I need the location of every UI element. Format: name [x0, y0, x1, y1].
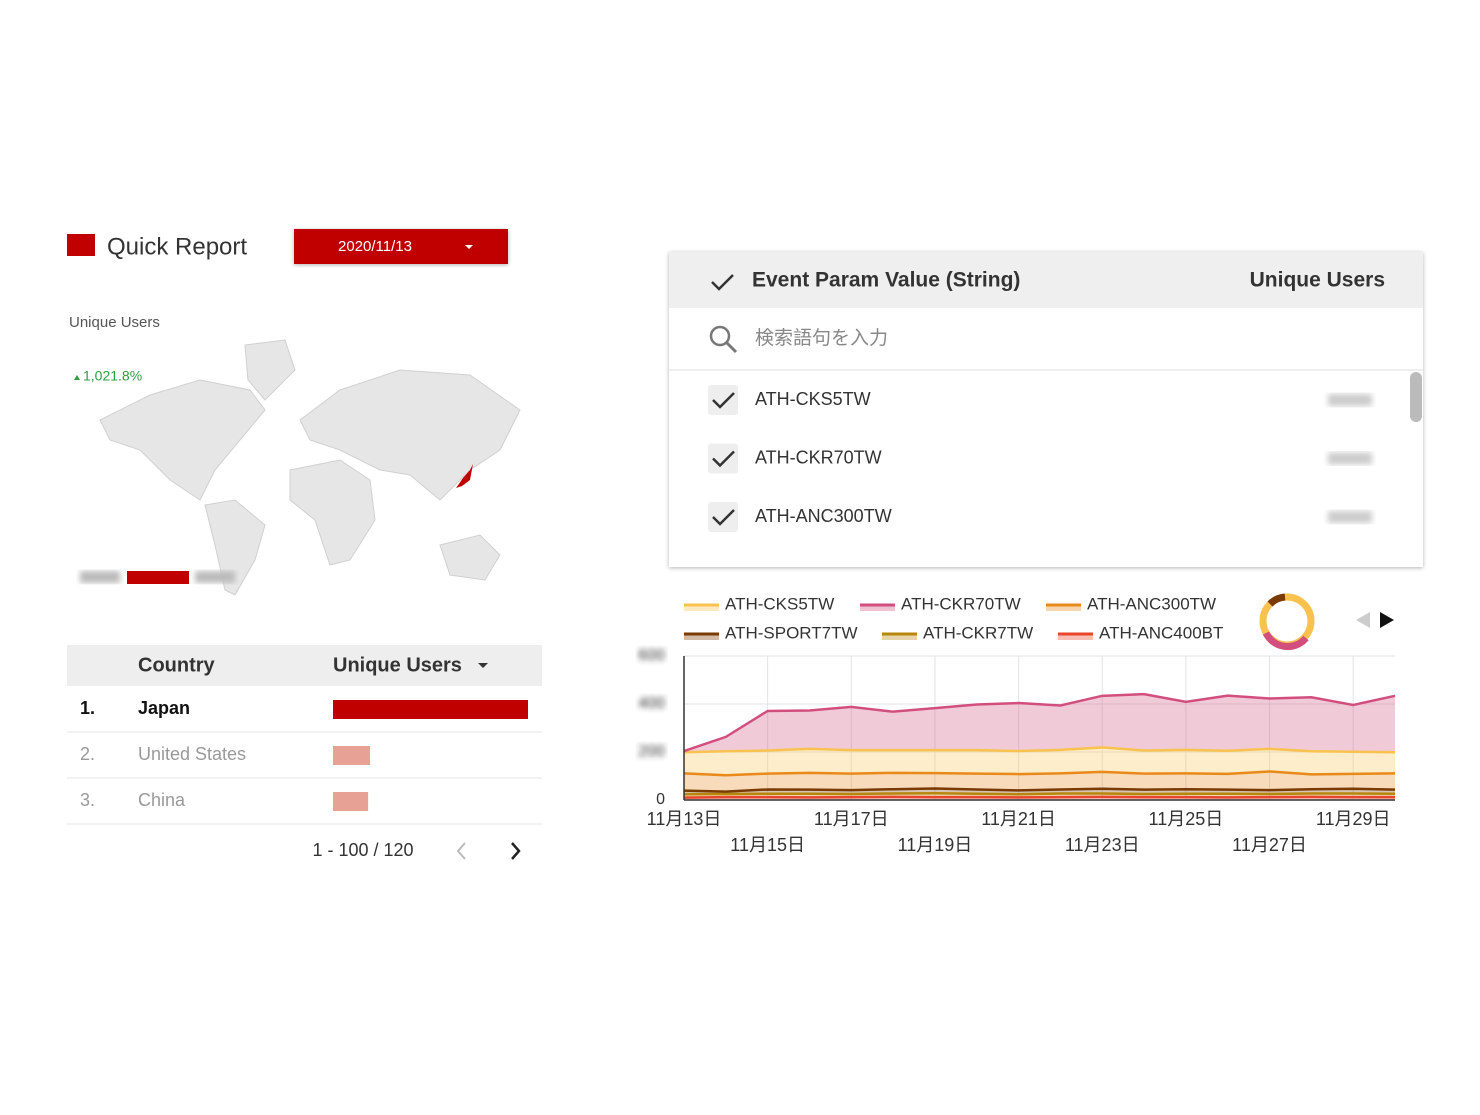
y-tick-label: 400	[638, 695, 665, 712]
row-country: China	[138, 790, 186, 810]
legend-swatch	[684, 605, 719, 611]
up-arrow	[74, 375, 80, 380]
line	[683, 746, 1396, 754]
map-label: Unique Users	[69, 314, 160, 331]
donut-icon	[1262, 631, 1309, 651]
filter-item[interactable]: ATH-CKS5TW	[755, 389, 871, 409]
select-all[interactable]	[711, 274, 734, 291]
row-rank: 1.	[80, 698, 95, 718]
checkmark[interactable]	[712, 450, 735, 468]
row-bar	[333, 792, 369, 811]
row-bar	[333, 746, 371, 765]
filter-item[interactable]: ATH-ANC300TW	[755, 506, 892, 526]
title-icon	[67, 234, 95, 256]
area	[684, 694, 1395, 753]
next-page[interactable]	[511, 842, 521, 860]
y-tick-label: 600	[638, 647, 665, 664]
checkbox[interactable]	[708, 502, 738, 532]
prev-page[interactable]	[456, 842, 466, 860]
filter-item[interactable]: ATH-CKR70TW	[755, 447, 882, 467]
y-tick-label: 0	[656, 791, 665, 808]
checkbox[interactable]	[708, 443, 738, 474]
line	[683, 770, 1396, 777]
x-tick-label: 11月29日	[1316, 809, 1391, 829]
y-tick-label: 200	[638, 743, 665, 760]
x-tick-label: 11月17日	[814, 809, 889, 829]
filter-column: Unique Users	[1250, 269, 1385, 292]
row-rank: 2.	[80, 744, 95, 764]
row-bar	[333, 700, 528, 719]
pagination: 1 - 100 / 120	[312, 840, 413, 860]
search-input[interactable]: 検索語句を入力	[755, 327, 888, 349]
search-icon	[709, 325, 731, 347]
table-header	[67, 645, 542, 686]
legend-swatch	[882, 634, 917, 640]
legend-label: ATH-CKS5TW	[725, 594, 834, 613]
checkmark[interactable]	[712, 509, 735, 526]
legend-swatch	[860, 605, 895, 611]
x-tick-label: 11月27日	[1232, 835, 1307, 855]
legend-label: ATH-SPORT7TW	[725, 623, 858, 642]
title: Quick Report	[107, 233, 247, 260]
legend-prev[interactable]	[1356, 612, 1370, 628]
legend-next[interactable]	[1380, 612, 1394, 628]
legend-label: ATH-ANC300TW	[1087, 594, 1216, 613]
x-tick-label: 11月19日	[898, 835, 973, 855]
checkmark[interactable]	[712, 392, 735, 409]
x-tick-label: 11月13日	[647, 809, 722, 829]
value-blurred	[1328, 394, 1372, 406]
legend-label: ATH-CKR7TW	[923, 623, 1033, 642]
line	[683, 795, 1395, 799]
japan-highlight	[456, 464, 473, 488]
x-tick-label: 11月23日	[1065, 835, 1140, 855]
change-value: 1,021.8%	[83, 368, 142, 384]
legend-swatch	[1046, 605, 1081, 611]
sort-arrow[interactable]	[478, 663, 488, 668]
area	[684, 771, 1395, 792]
line	[683, 787, 1396, 793]
donut-icon	[1267, 593, 1286, 607]
x-tick-label: 11月25日	[1149, 809, 1224, 829]
x-tick-label: 11月15日	[730, 835, 805, 855]
map-legend-bar	[127, 571, 189, 584]
column-header[interactable]: Country	[138, 654, 216, 676]
row-country: Japan	[138, 698, 190, 718]
world-map	[99, 339, 521, 596]
value-blurred	[1328, 452, 1372, 465]
value-blurred	[1328, 511, 1372, 523]
line	[683, 792, 1396, 796]
x-tick-label: 11月21日	[981, 809, 1056, 829]
filter-column: Event Param Value (String)	[752, 269, 1020, 292]
scrollbar[interactable]	[1410, 372, 1422, 422]
legend-label: ATH-ANC400BT	[1099, 623, 1223, 642]
date-picker[interactable]	[294, 229, 508, 264]
filter-header	[669, 252, 1423, 308]
legend-swatch	[684, 634, 719, 640]
row-country: United States	[138, 744, 246, 764]
line	[683, 692, 1396, 753]
legend-swatch	[1058, 634, 1093, 640]
dropdown-arrow[interactable]	[465, 245, 473, 249]
legend-min-blurred	[80, 571, 120, 583]
search-icon	[725, 341, 738, 354]
area	[684, 747, 1395, 776]
checkbox[interactable]	[708, 385, 738, 415]
date-value[interactable]: 2020/11/13	[338, 238, 412, 255]
column-header[interactable]: Unique Users	[333, 654, 462, 676]
legend-max-blurred	[195, 571, 235, 583]
legend-label: ATH-CKR70TW	[901, 594, 1021, 613]
row-rank: 3.	[80, 790, 95, 810]
